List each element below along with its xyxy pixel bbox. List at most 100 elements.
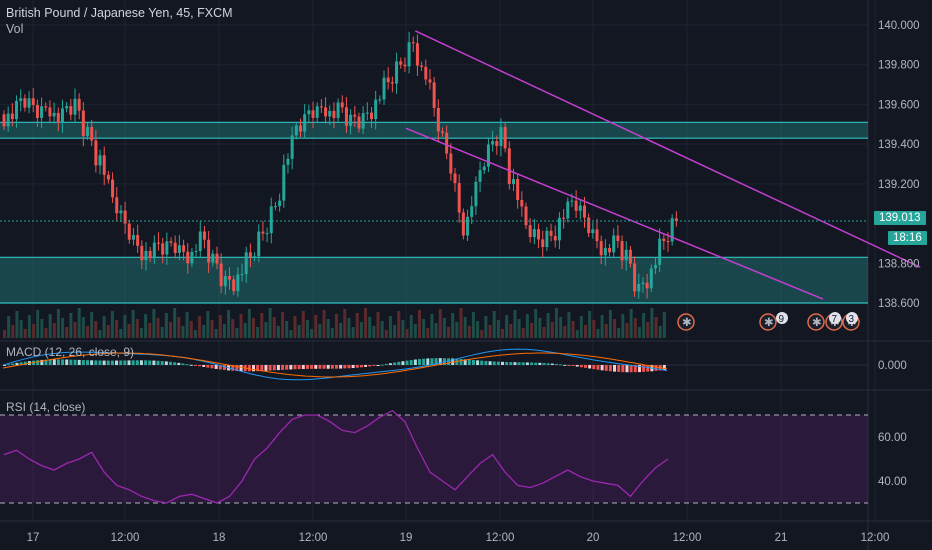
candle-body (102, 155, 106, 175)
candle-body (466, 216, 470, 236)
candle-body (562, 217, 566, 219)
volume-bar (48, 314, 52, 338)
macd-histogram-bar (110, 360, 114, 365)
macd-histogram-bar (36, 360, 40, 365)
event-count-label: 3 (849, 314, 855, 325)
candle-body (428, 79, 432, 83)
candle-body (599, 241, 603, 256)
macd-histogram-bar (530, 362, 534, 365)
macd-histogram-bar (579, 365, 583, 368)
volume-bar (559, 317, 563, 338)
candle-body (653, 264, 657, 269)
macd-histogram-bar (480, 360, 484, 365)
candle-body (294, 125, 298, 136)
candle-body (336, 102, 340, 118)
candle-body (499, 127, 503, 147)
macd-histogram-bar (144, 360, 148, 365)
macd-histogram-bar (181, 363, 185, 365)
candle-body (486, 144, 490, 167)
volume-bar (206, 311, 210, 338)
candle-body (2, 114, 6, 127)
macd-histogram-bar (401, 361, 405, 365)
macd-histogram-bar (160, 361, 164, 365)
macd-histogram-bar (173, 362, 177, 365)
macd-histogram-bar (393, 362, 397, 365)
volume-bar (131, 310, 135, 338)
candle-body (503, 127, 507, 149)
volume-bar (438, 309, 442, 338)
macd-histogram-bar (364, 365, 368, 367)
volume-bar (604, 324, 608, 338)
candle-body (457, 183, 461, 213)
candle-body (382, 77, 386, 100)
candle-body (261, 231, 265, 234)
candle-body (612, 235, 616, 253)
macd-histogram-bar (7, 364, 11, 366)
candle-body (240, 274, 244, 276)
volume-bar (56, 309, 60, 338)
macd-histogram-bar (94, 360, 98, 365)
volume-bar (642, 313, 646, 338)
macd-histogram-bar (484, 360, 488, 365)
time-tick-label: 21 (775, 532, 788, 544)
volume-bar (181, 326, 185, 338)
macd-histogram-bar (463, 359, 467, 365)
candle-body (541, 239, 545, 248)
volume-bar (119, 329, 123, 338)
volume-bar (15, 311, 19, 338)
macd-histogram-bar (613, 365, 617, 372)
symbol-title[interactable]: British Pound / Japanese Yen, 45, FXCM (6, 6, 233, 20)
candle-body (35, 105, 39, 118)
candle-body (73, 98, 77, 115)
macd-histogram-bar (252, 365, 255, 372)
candle-body (236, 274, 240, 292)
time-tick-label: 17 (27, 532, 40, 544)
volume-bar (484, 316, 488, 338)
volume-bar (61, 318, 65, 338)
volume-label[interactable]: Vol (6, 22, 24, 36)
macd-tick-label: 0.000 (878, 360, 907, 372)
candle-body (265, 233, 269, 235)
macd-histogram-bar (86, 360, 89, 365)
candle-body (324, 107, 328, 117)
candle-body (608, 247, 612, 253)
candle-body (361, 113, 365, 129)
macd-histogram-bar (459, 359, 463, 365)
volume-bar (36, 310, 40, 338)
candle-body (144, 250, 148, 261)
macd-histogram-bar (247, 365, 251, 372)
candle-body (353, 114, 357, 117)
volume-bar (662, 312, 666, 338)
macd-histogram-bar (185, 364, 189, 366)
macd-histogram-bar (65, 359, 69, 365)
candle-body (198, 231, 202, 252)
volume-bar (260, 313, 264, 338)
macd-label[interactable]: MACD (12, 26, close, 9) (6, 345, 135, 359)
candle-body (207, 239, 211, 263)
volume-bar (413, 324, 417, 338)
macd-histogram-bar (629, 365, 633, 373)
candle-body (445, 132, 449, 154)
volume-bar (646, 322, 650, 338)
candle-body (620, 241, 624, 261)
candle-body (482, 166, 486, 171)
macd-histogram-bar (119, 360, 123, 365)
candle-body (173, 242, 177, 253)
macd-histogram-bar (210, 365, 214, 369)
candle-body (390, 82, 394, 84)
rsi-label[interactable]: RSI (14, close) (6, 400, 86, 414)
macd-histogram-bar (642, 365, 646, 372)
candle-body (232, 279, 236, 292)
candle-body (365, 112, 369, 114)
volume-bar (330, 328, 334, 338)
macd-histogram-bar (289, 365, 293, 370)
candle-body (420, 65, 424, 67)
candle-body (56, 112, 60, 123)
volume-bar (164, 313, 168, 338)
macd-histogram-bar (256, 365, 260, 372)
time-tick-label: 18 (213, 532, 226, 544)
event-flag-icon: ✱ (812, 317, 822, 329)
volume-bar (156, 318, 160, 338)
